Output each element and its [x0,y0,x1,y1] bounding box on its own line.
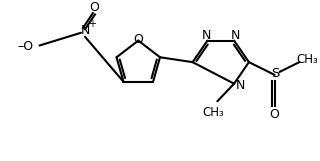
Text: –O: –O [18,40,34,53]
Text: +: + [88,19,96,29]
Text: S: S [271,67,280,80]
Text: O: O [133,33,143,46]
Text: CH₃: CH₃ [203,106,224,118]
Text: O: O [89,1,99,14]
Text: N: N [230,29,240,42]
Text: N: N [235,79,245,92]
Text: O: O [270,109,280,122]
Text: N: N [80,24,90,37]
Text: N: N [202,29,211,42]
Text: CH₃: CH₃ [296,53,318,66]
